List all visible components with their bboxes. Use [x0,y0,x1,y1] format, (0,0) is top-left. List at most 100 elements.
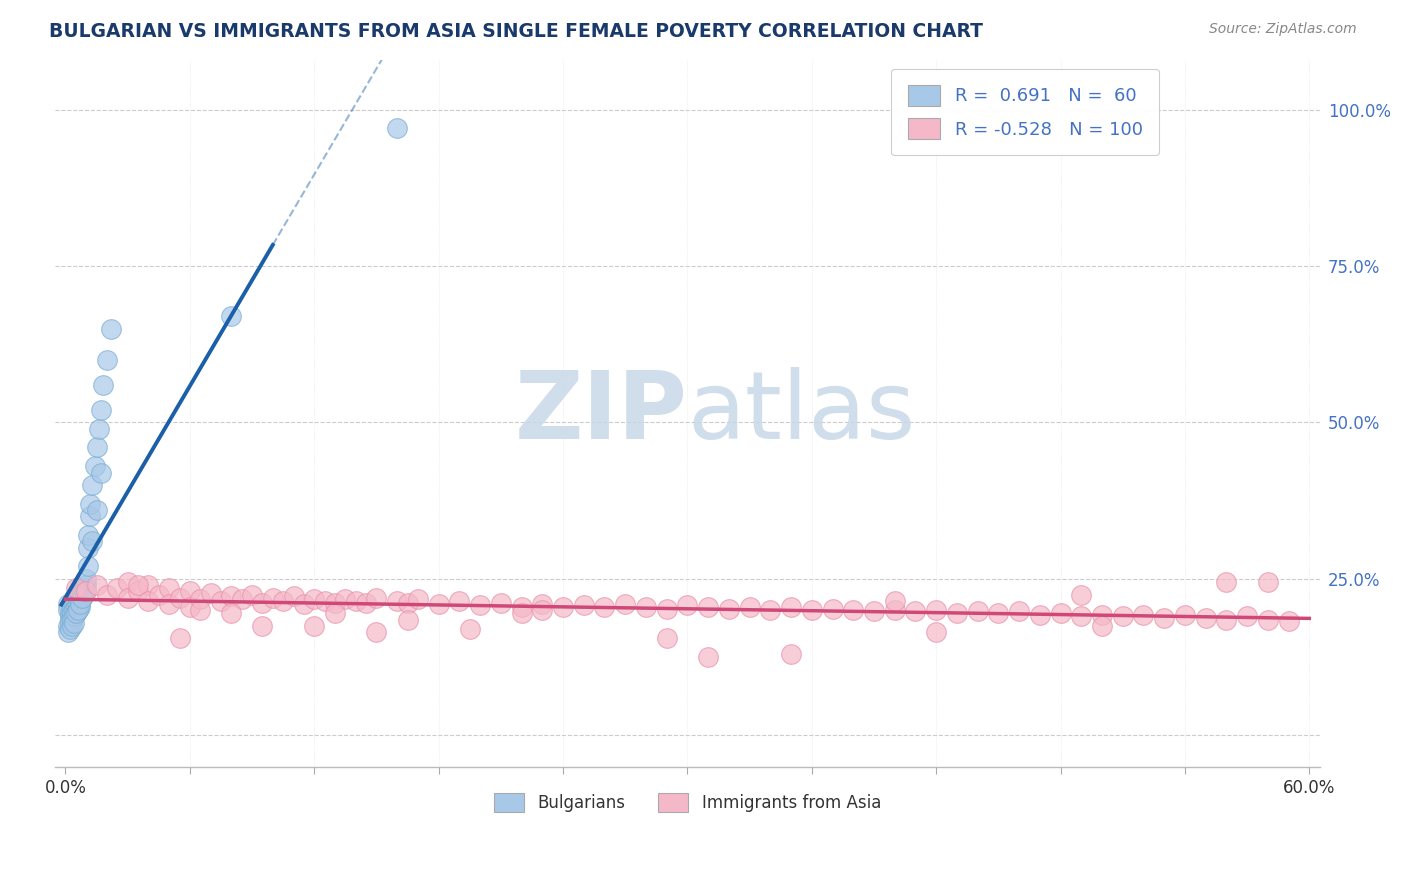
Point [65,587,87,601]
Point [73,584,96,599]
Point [169,632,191,646]
Point [69,587,91,601]
Point [70,591,93,605]
Point [100,321,122,335]
Point [697,650,720,665]
Point [209,594,232,608]
Point [59,615,82,630]
Point [385,121,408,136]
Point [271,594,294,608]
Point [69,597,91,611]
Point [292,597,315,611]
Point [863,604,886,618]
Point [179,584,201,599]
Point [188,603,211,617]
Point [60,619,83,633]
Text: atlas: atlas [688,368,915,459]
Point [987,607,1010,621]
Point [1277,615,1299,629]
Point [86,578,108,592]
Point [79,509,101,524]
Point [62,603,84,617]
Point [738,600,761,615]
Point [925,625,948,640]
Point [66,597,89,611]
Point [1215,574,1237,589]
Point [56,597,79,611]
Point [62,591,84,605]
Point [676,598,699,612]
Point [396,596,419,610]
Point [59,607,82,621]
Point [69,600,91,615]
Point [59,622,82,636]
Point [60,600,83,615]
Point [1008,604,1031,618]
Point [262,591,284,605]
Point [800,603,823,617]
Point [449,594,471,608]
Point [1091,608,1114,623]
Point [780,600,803,615]
Point [138,594,160,608]
Point [127,584,149,599]
Point [1029,608,1052,623]
Point [396,613,419,627]
Point [157,597,180,611]
Point [1215,613,1237,627]
Point [65,600,87,615]
Point [70,584,93,599]
Point [66,603,89,617]
Point [75,584,97,599]
Legend: Bulgarians, Immigrants from Asia: Bulgarians, Immigrants from Asia [481,780,894,825]
Point [60,613,83,627]
Point [96,352,118,367]
Point [551,600,574,615]
Point [59,613,82,627]
Point [406,591,429,606]
Point [221,309,243,323]
Point [86,441,108,455]
Point [1091,619,1114,633]
Point [572,598,595,612]
Point [82,534,104,549]
Point [73,581,96,595]
Point [77,559,100,574]
Point [1257,613,1279,627]
Point [427,597,450,611]
Point [1049,607,1071,621]
Point [69,594,91,608]
Point [75,578,97,592]
Point [842,603,865,617]
Point [531,603,554,617]
Point [335,591,357,606]
Point [86,503,108,517]
Point [77,528,100,542]
Point [304,619,326,633]
Point [780,647,803,661]
Point [366,625,388,640]
Point [252,619,274,633]
Point [65,594,87,608]
Point [468,598,491,612]
Point [79,497,101,511]
Point [366,591,388,605]
Point [62,597,84,611]
Point [117,574,139,589]
Point [883,594,905,608]
Point [75,572,97,586]
Point [1174,608,1197,623]
Point [344,594,367,608]
Point [304,591,326,606]
Text: ZIP: ZIP [515,368,688,459]
Point [1195,610,1218,624]
Point [117,591,139,605]
Text: BULGARIAN VS IMMIGRANTS FROM ASIA SINGLE FEMALE POVERTY CORRELATION CHART: BULGARIAN VS IMMIGRANTS FROM ASIA SINGLE… [49,22,983,41]
Point [82,478,104,492]
Point [90,403,112,417]
Point [385,594,408,608]
Point [105,581,128,595]
Point [169,591,191,605]
Point [60,607,83,621]
Point [62,615,84,630]
